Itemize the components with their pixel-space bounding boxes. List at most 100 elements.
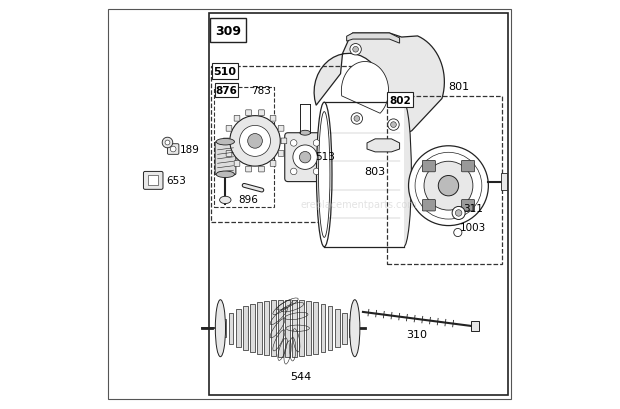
FancyBboxPatch shape [461, 200, 474, 211]
Text: 309: 309 [215, 25, 241, 38]
Bar [386, 97, 502, 264]
Circle shape [415, 153, 482, 220]
Circle shape [438, 176, 459, 196]
Text: 653: 653 [167, 175, 187, 185]
Circle shape [455, 210, 462, 217]
Bar [314, 303, 318, 354]
Ellipse shape [216, 139, 234, 146]
FancyBboxPatch shape [223, 139, 229, 144]
Circle shape [354, 116, 360, 122]
Circle shape [353, 47, 358, 53]
FancyBboxPatch shape [234, 116, 240, 122]
Bar [148, 176, 158, 186]
Ellipse shape [215, 300, 226, 357]
Bar [215, 83, 238, 98]
FancyBboxPatch shape [281, 139, 287, 144]
Bar [299, 301, 304, 356]
Text: 513: 513 [315, 152, 335, 162]
Circle shape [290, 140, 297, 147]
Text: 803: 803 [364, 167, 385, 177]
Ellipse shape [396, 103, 412, 247]
Bar [335, 309, 340, 348]
Circle shape [313, 140, 320, 147]
Polygon shape [342, 62, 389, 114]
Ellipse shape [219, 197, 231, 204]
Bar [324, 103, 404, 247]
Text: 544: 544 [290, 371, 312, 381]
FancyBboxPatch shape [259, 167, 264, 173]
Bar [211, 66, 353, 223]
Circle shape [170, 147, 176, 153]
Ellipse shape [216, 172, 234, 178]
FancyBboxPatch shape [461, 161, 474, 172]
FancyBboxPatch shape [226, 151, 232, 157]
Circle shape [409, 146, 489, 226]
FancyBboxPatch shape [246, 167, 252, 173]
Bar [236, 309, 241, 348]
Bar [500, 174, 507, 190]
Circle shape [454, 229, 462, 237]
Bar [271, 301, 276, 356]
Bar [212, 64, 237, 80]
Bar [214, 88, 274, 207]
FancyBboxPatch shape [270, 161, 276, 167]
FancyArrowPatch shape [280, 128, 282, 129]
Bar [327, 306, 332, 351]
Circle shape [391, 122, 396, 128]
FancyBboxPatch shape [270, 116, 276, 122]
FancyBboxPatch shape [143, 172, 163, 190]
FancyBboxPatch shape [234, 161, 240, 167]
Bar [388, 93, 413, 108]
FancyBboxPatch shape [167, 144, 179, 155]
Bar [242, 306, 247, 351]
Text: 801: 801 [448, 82, 469, 92]
Ellipse shape [286, 137, 324, 179]
Circle shape [230, 116, 280, 167]
Bar [229, 313, 234, 344]
FancyBboxPatch shape [278, 151, 284, 157]
FancyArrowPatch shape [228, 128, 230, 129]
Bar [210, 19, 246, 43]
Text: 311: 311 [463, 204, 483, 213]
FancyBboxPatch shape [246, 110, 252, 116]
FancyArrowPatch shape [236, 164, 237, 165]
FancyBboxPatch shape [285, 133, 326, 182]
Bar [321, 304, 326, 353]
FancyBboxPatch shape [226, 126, 232, 132]
Circle shape [239, 126, 270, 157]
FancyBboxPatch shape [422, 200, 435, 211]
Polygon shape [367, 139, 399, 153]
FancyArrowPatch shape [236, 118, 237, 120]
FancyBboxPatch shape [259, 110, 264, 116]
Bar [349, 319, 353, 337]
Text: 1003: 1003 [459, 222, 485, 233]
FancyBboxPatch shape [215, 142, 236, 175]
Text: 510: 510 [213, 67, 236, 77]
Text: 189: 189 [180, 145, 200, 155]
Polygon shape [347, 34, 399, 44]
Ellipse shape [350, 300, 360, 357]
Circle shape [293, 146, 317, 170]
Circle shape [452, 207, 465, 220]
Text: 802: 802 [389, 96, 411, 106]
Circle shape [299, 152, 311, 164]
Circle shape [248, 134, 262, 149]
Bar [285, 300, 290, 357]
Polygon shape [314, 34, 445, 139]
FancyBboxPatch shape [422, 161, 435, 172]
Circle shape [162, 138, 173, 148]
Circle shape [165, 141, 170, 146]
Text: 310: 310 [406, 330, 427, 339]
Text: 876: 876 [216, 86, 237, 96]
Bar [306, 301, 311, 355]
FancyArrowPatch shape [228, 154, 230, 155]
Bar [209, 13, 508, 396]
Bar [257, 303, 262, 354]
Ellipse shape [317, 103, 332, 247]
FancyArrowPatch shape [280, 154, 282, 155]
Bar [278, 300, 283, 357]
FancyBboxPatch shape [278, 126, 284, 132]
Bar [292, 300, 297, 357]
Circle shape [351, 114, 363, 125]
Circle shape [424, 162, 473, 211]
